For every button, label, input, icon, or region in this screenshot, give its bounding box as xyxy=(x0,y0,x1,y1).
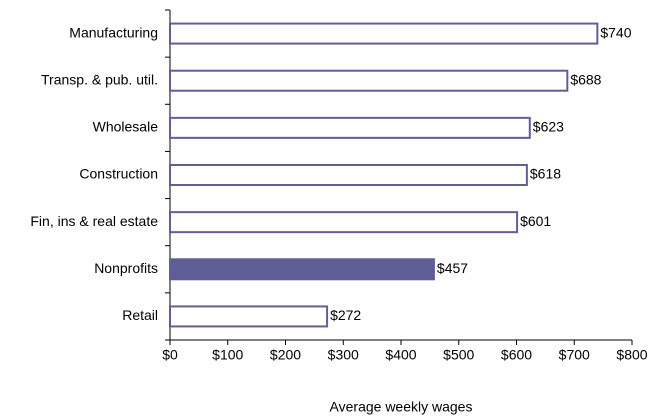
value-label: $623 xyxy=(533,119,564,135)
bar xyxy=(169,164,528,186)
value-label: $688 xyxy=(570,71,601,87)
x-tick-label: $500 xyxy=(443,347,474,363)
x-tick-label: $100 xyxy=(212,347,243,363)
bar xyxy=(169,258,435,281)
x-tick-label: $0 xyxy=(162,347,178,363)
x-tick-label: $800 xyxy=(616,347,647,363)
value-label: $272 xyxy=(330,307,361,323)
bar xyxy=(169,305,329,328)
x-axis-label: Average weekly wages xyxy=(330,399,473,415)
value-label: $618 xyxy=(530,166,561,182)
x-tick-label: $400 xyxy=(385,347,416,363)
y-tick-label: Retail xyxy=(122,307,158,323)
y-tick-label: Wholesale xyxy=(93,119,159,135)
value-label: $740 xyxy=(600,24,631,40)
y-tick-label: Transp. & pub. util. xyxy=(41,71,158,87)
value-label: $601 xyxy=(520,213,551,229)
bar xyxy=(169,69,569,92)
y-tick-label: Manufacturing xyxy=(69,24,158,40)
bar xyxy=(169,116,531,139)
value-label: $457 xyxy=(437,260,468,276)
bar xyxy=(169,211,519,234)
y-tick-label: Construction xyxy=(79,166,158,182)
x-tick-label: $300 xyxy=(328,347,359,363)
y-tick-label: Nonprofits xyxy=(94,260,158,276)
x-tick-label: $600 xyxy=(501,347,532,363)
bar xyxy=(169,22,599,45)
x-tick-label: $700 xyxy=(559,347,590,363)
y-tick-label: Fin, ins & real estate xyxy=(30,213,158,229)
x-tick-label: $200 xyxy=(270,347,301,363)
